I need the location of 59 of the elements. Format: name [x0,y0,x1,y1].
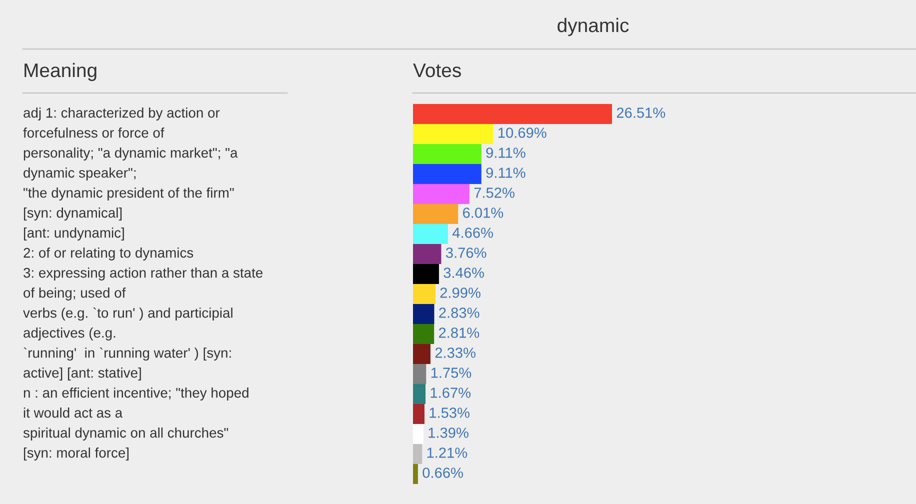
text: active] [ant: stative] [24,368,141,380]
text: [syn: moral force] [24,448,129,460]
bar [413,324,434,344]
text: it would act as a [24,408,123,418]
bar [413,144,482,164]
data-label: 4.66% [452,228,493,238]
bar [413,384,426,404]
chart-subtitle: Votes [413,64,461,78]
text: adjectives (e.g. [24,328,116,340]
text: 3: expressing action rather than a state [24,268,262,280]
text: personality; "a dynamic market"; "a [24,148,238,160]
data-label: 1.39% [428,428,468,438]
data-label: 10.69% [498,128,546,138]
bar [413,264,439,284]
data-label: 9.11% [486,168,526,178]
text: `running' in `running water' ) [syn: [24,347,231,361]
text: spiritual dynamic on all churches" [23,428,228,440]
text: verbs (e.g. `to run' ) and participial [23,307,232,321]
chart-title: dynamic [558,18,629,36]
bar [413,204,458,224]
text: forcefulness or force of [23,128,164,138]
text: Meaning [24,62,96,82]
bar [413,284,436,304]
text: dynamic speaker"; [24,168,136,180]
bar [413,184,470,204]
data-label: 7.52% [474,188,514,198]
bar [413,224,448,244]
bar [413,424,424,444]
text: of being; used of [24,288,126,300]
data-label: 1.75% [431,368,472,378]
data-label: 3.76% [446,248,486,258]
text: 2: of or relating to dynamics [24,248,194,260]
data-label: 26.51% [616,108,666,118]
data-label: 3.46% [444,268,484,278]
bar [413,404,424,424]
text: adj 1: characterized by action or [24,108,220,120]
text: [ant: undynamic] [24,228,124,240]
data-label: 6.01% [463,208,504,218]
data-label: 0.66% [422,468,463,478]
data-label: 2.99% [440,288,480,298]
bar [413,164,482,184]
text: [syn: dynamical] [24,208,122,220]
data-label: 2.33% [435,348,476,358]
text: "the dynamic president of the firm" [24,188,234,200]
bar [413,304,434,324]
data-label: 1.67% [430,388,471,398]
bar [413,104,612,124]
bar [413,344,430,364]
data-label: 2.81% [438,328,480,338]
data-label: 1.21% [427,448,468,458]
data-label: 9.11% [486,148,526,158]
bar [413,464,418,484]
bar [413,364,426,384]
data-label: 2.83% [439,308,480,318]
text: n : an efficient incentive; "they hoped [24,388,248,400]
bar [413,124,494,144]
bar [413,244,442,264]
bar [413,444,422,464]
data-label: 1.53% [430,408,470,418]
